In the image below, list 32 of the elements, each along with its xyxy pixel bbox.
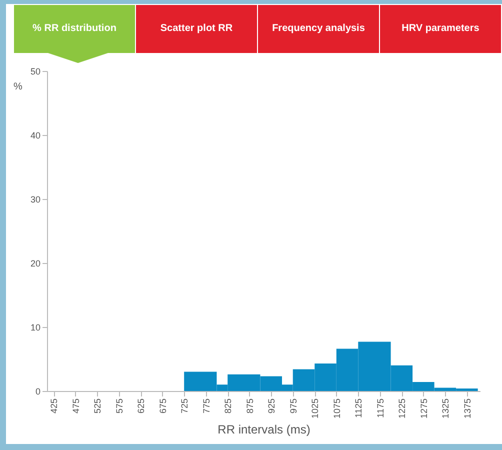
x-tick-label: 425: [49, 398, 60, 414]
y-tick-label: 0: [35, 386, 40, 396]
y-tick-label: 30: [30, 194, 40, 204]
text: % RR distribution: [14, 5, 136, 53]
text: Scatter plot RR: [136, 5, 258, 53]
x-tick-label: 525: [92, 398, 103, 414]
y-tick-label: 50: [30, 66, 40, 76]
x-tick-label: 1275: [418, 398, 429, 419]
x-tick-label: 975: [288, 398, 298, 414]
y-tick-label: 40: [30, 130, 40, 140]
text: HRV parameters: [380, 5, 502, 53]
x-tick-label: 725: [180, 398, 190, 414]
x-tick-label: 675: [158, 398, 168, 414]
x-tick-label: 775: [201, 398, 212, 414]
x-axis-title: RR intervals (ms): [218, 422, 310, 437]
x-tick-label: 925: [266, 398, 277, 414]
x-tick-label: 475: [70, 398, 81, 414]
x-tick-label: 1125: [354, 398, 364, 418]
y-tick-label: 10: [30, 322, 40, 332]
x-tick-label: 1375: [462, 398, 472, 419]
x-tick-label: 575: [114, 398, 124, 414]
x-tick-label: 825: [223, 398, 234, 414]
y-tick-label: 20: [30, 258, 40, 268]
x-tick-label: 1325: [440, 398, 451, 419]
x-tick-label: 625: [136, 398, 146, 414]
x-tick-label: 875: [244, 398, 255, 414]
x-tick-label: 1075: [332, 398, 342, 419]
x-tick-label: 1025: [310, 398, 320, 419]
y-axis-title: %: [14, 82, 22, 92]
x-tick-label: 1175: [375, 398, 386, 418]
x-tick-label: 1225: [397, 398, 408, 419]
text: Frequency analysis: [258, 5, 380, 53]
